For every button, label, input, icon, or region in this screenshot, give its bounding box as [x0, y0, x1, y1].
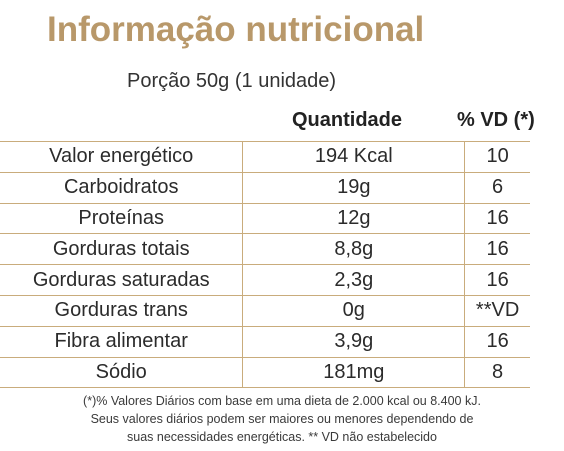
footnote-line: suas necessidades energéticas. ** VD não… [127, 430, 437, 444]
table-row: Gorduras trans 0g **VD [0, 294, 530, 327]
nutrient-name: Proteínas [0, 202, 243, 234]
table-row: Gorduras totais 8,8g 16 [0, 233, 530, 265]
quantity-column-header: Quantidade [292, 109, 403, 131]
nutrient-vd: 16 [464, 325, 530, 358]
table-row: Fibra alimentar 3,9g 16 [0, 325, 530, 358]
nutrient-vd: 8 [464, 356, 530, 389]
table-row: Carboidratos 19g 6 [0, 171, 530, 204]
footnote-line: Seus valores diários podem ser maiores o… [90, 412, 474, 426]
nutrient-vd: 16 [464, 233, 530, 265]
nutrient-quantity: 194 Kcal [242, 141, 465, 173]
table-row: Gorduras saturadas 2,3g 16 [0, 264, 530, 296]
nutrition-table: Valor energético 194 Kcal 10 Carboidrato… [0, 141, 530, 389]
nutrient-quantity: 3,9g [242, 325, 465, 358]
nutrient-name: Sódio [0, 356, 243, 389]
table-row: Proteínas 12g 16 [0, 202, 530, 234]
nutrient-name: Gorduras trans [0, 294, 243, 327]
nutrient-name: Valor energético [0, 141, 243, 173]
portion-size: Porção 50g (1 unidade) [127, 70, 337, 92]
nutrient-vd: **VD [464, 294, 530, 327]
nutrient-vd: 16 [464, 202, 530, 234]
table-row: Valor energético 194 Kcal 10 [0, 141, 530, 173]
page-title: Informação nutricional [47, 10, 425, 49]
table-row: Sódio 181mg 8 [0, 356, 530, 389]
nutrient-quantity: 2,3g [242, 264, 465, 296]
nutrient-quantity: 19g [242, 171, 465, 204]
nutrient-vd: 6 [464, 171, 530, 204]
nutrient-quantity: 12g [242, 202, 465, 234]
nutrient-vd: 10 [464, 141, 530, 173]
nutrient-quantity: 181mg [242, 356, 465, 389]
nutrient-quantity: 0g [242, 294, 465, 327]
footnote-line: (*)% Valores Diários com base em uma die… [83, 394, 481, 408]
nutrient-vd: 16 [464, 264, 530, 296]
nutrient-name: Carboidratos [0, 171, 243, 204]
nutrient-name: Gorduras saturadas [0, 264, 243, 296]
nutrient-name: Gorduras totais [0, 233, 243, 265]
footnote: (*)% Valores Diários com base em uma die… [0, 392, 564, 446]
nutrient-name: Fibra alimentar [0, 325, 243, 358]
vd-column-header: % VD (*) [457, 109, 535, 131]
nutrient-quantity: 8,8g [242, 233, 465, 265]
